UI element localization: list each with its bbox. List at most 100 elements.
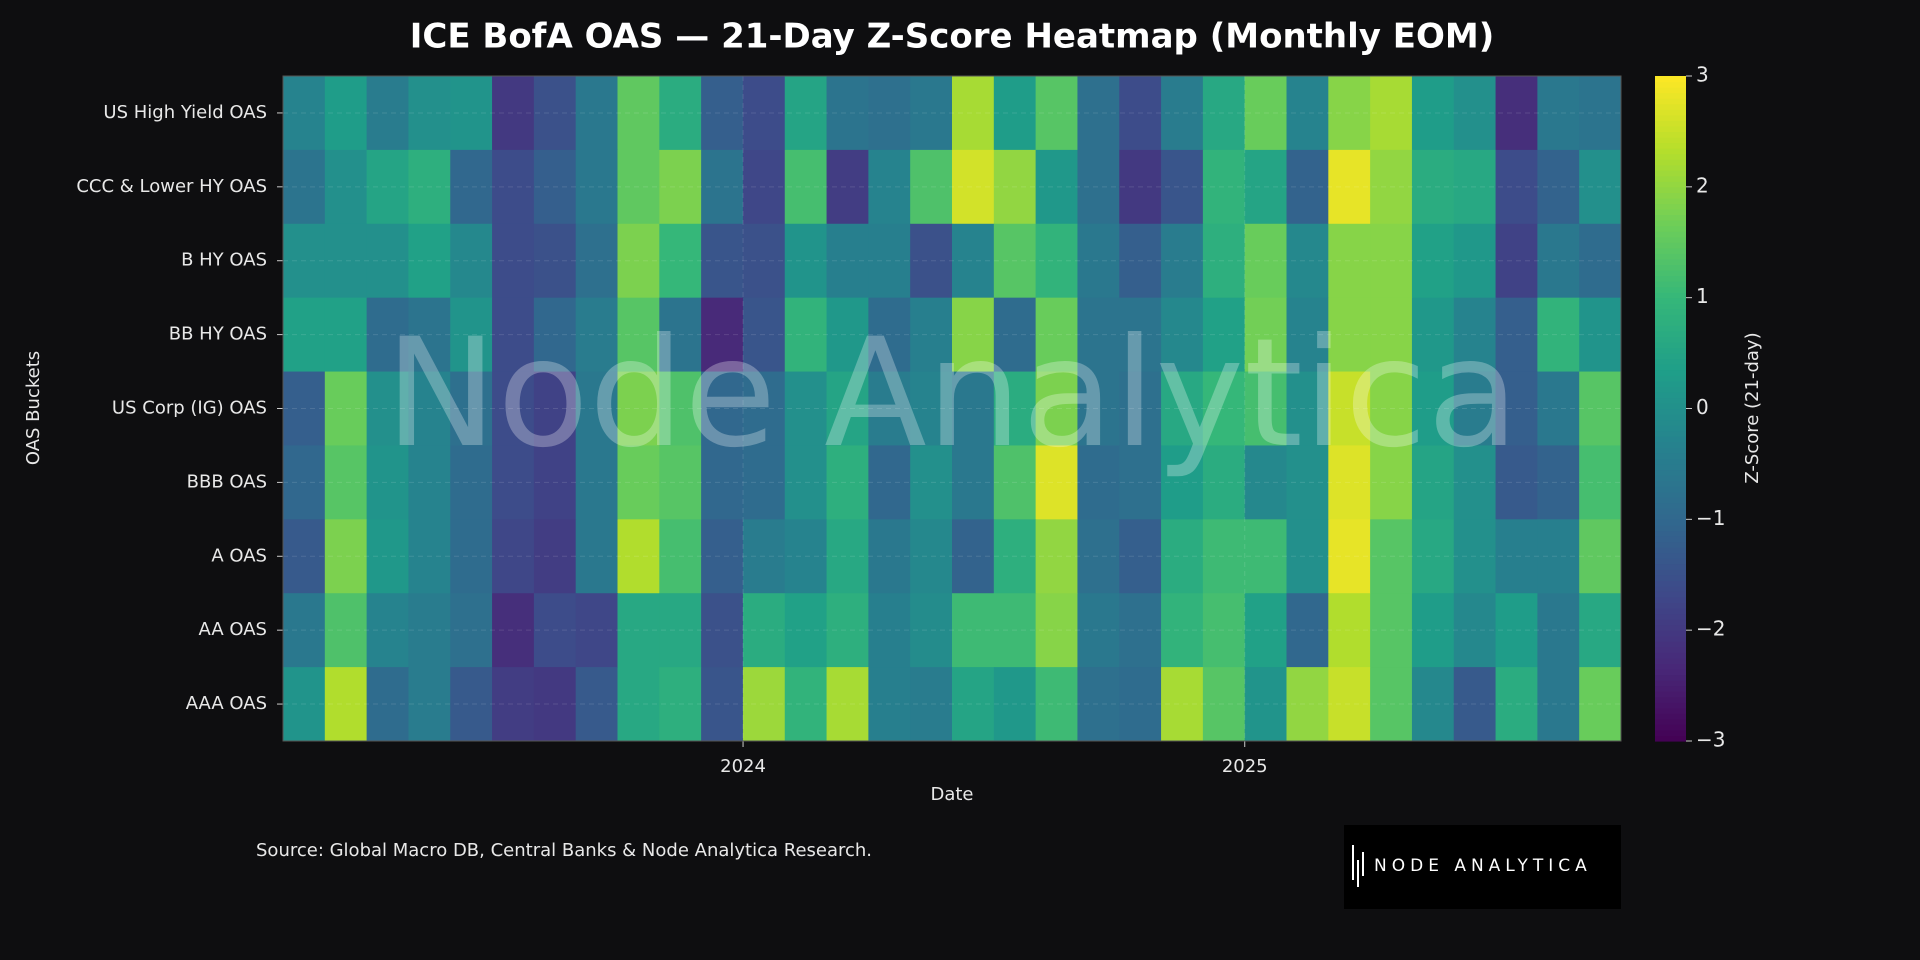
heatmap-cell — [533, 76, 577, 151]
colorbar-segment — [1655, 164, 1686, 171]
heatmap-cell — [1286, 519, 1329, 594]
heatmap-cell — [1244, 149, 1287, 225]
heatmap-cell — [701, 593, 744, 668]
heatmap-cell — [1370, 519, 1413, 594]
heatmap-cell — [952, 223, 995, 299]
colorbar-tick-label: 0 — [1696, 395, 1709, 419]
heatmap-cell — [1328, 223, 1371, 299]
colorbar-segment — [1655, 430, 1686, 437]
colorbar-segment — [1655, 258, 1686, 266]
heatmap-cell — [826, 223, 869, 299]
logo-text: NODE ANALYTICA — [1374, 856, 1592, 876]
colorbar-segment — [1655, 402, 1686, 410]
heatmap-cell — [617, 149, 660, 225]
heatmap-cell — [1077, 297, 1120, 373]
heatmap-cell — [575, 445, 618, 520]
heatmap-cell — [1328, 371, 1371, 446]
colorbar-segment — [1655, 524, 1686, 532]
heatmap-cell — [826, 76, 869, 151]
colorbar-segment — [1655, 148, 1686, 155]
heatmap-cell — [492, 149, 535, 225]
heatmap-cell — [1495, 667, 1538, 742]
colorbar-segment — [1655, 125, 1686, 133]
heatmap-cell — [1411, 519, 1455, 594]
y-tick-label: AAA OAS — [186, 693, 267, 714]
heatmap-cell — [1579, 445, 1622, 520]
colorbar-segment — [1655, 297, 1686, 304]
heatmap-cell — [1244, 76, 1287, 151]
heatmap-cell — [408, 371, 451, 446]
heatmap-cell — [1244, 667, 1287, 742]
heatmap-cell — [1161, 149, 1204, 225]
colorbar-segment — [1655, 109, 1686, 116]
heatmap-cell — [1579, 667, 1622, 742]
heatmap-cell — [659, 593, 702, 668]
heatmap-cell — [993, 76, 1037, 151]
colorbar-segment — [1655, 391, 1686, 399]
heatmap-cell — [283, 76, 326, 151]
heatmap-cell — [617, 371, 660, 446]
heatmap-cell — [1161, 593, 1204, 668]
heatmap-cell — [283, 445, 326, 520]
heatmap-cell — [868, 371, 911, 446]
heatmap-cell — [283, 519, 326, 594]
heatmap-cell — [701, 667, 744, 742]
heatmap-cell — [910, 371, 953, 446]
heatmap-cell — [868, 445, 911, 520]
heatmap-cell — [784, 371, 828, 446]
heatmap-cell — [826, 519, 869, 594]
y-tick-label: A OAS — [211, 545, 267, 566]
heatmap-cell — [1286, 371, 1329, 446]
heatmap-cell — [283, 223, 326, 299]
y-tick-label: B HY OAS — [181, 250, 267, 271]
heatmap-cell — [701, 149, 744, 225]
colorbar-segment — [1655, 591, 1686, 598]
heatmap-cell — [533, 445, 577, 520]
heatmap-cell — [324, 593, 368, 668]
heatmap-cell — [1035, 149, 1078, 225]
heatmap-cell — [1244, 297, 1287, 373]
heatmap-cell — [1119, 593, 1162, 668]
heatmap-cell — [1077, 223, 1120, 299]
heatmap-cell — [910, 519, 953, 594]
colorbar-segment — [1655, 314, 1686, 321]
heatmap-cell — [617, 593, 660, 668]
heatmap-cell — [1495, 223, 1538, 299]
colorbar-segment — [1655, 347, 1686, 354]
heatmap-cell — [1119, 223, 1162, 299]
heatmap-cell — [533, 297, 577, 373]
heatmap-cell — [575, 223, 618, 299]
heatmap-cell — [1286, 223, 1329, 299]
heatmap-cell — [868, 297, 911, 373]
colorbar-segment — [1655, 530, 1686, 537]
colorbar-segment — [1655, 419, 1686, 426]
colorbar-segment — [1655, 718, 1686, 725]
colorbar-segment — [1655, 585, 1686, 592]
colorbar-segment — [1655, 386, 1686, 393]
heatmap-cell — [910, 667, 953, 742]
heatmap-cell — [1537, 297, 1580, 373]
heatmap-cell — [1411, 371, 1455, 446]
heatmap-cell — [784, 519, 828, 594]
logo-icon — [1352, 845, 1364, 887]
heatmap-cell — [575, 667, 618, 742]
heatmap-cell — [952, 297, 995, 373]
colorbar-segment — [1655, 209, 1686, 216]
colorbar-segment — [1655, 76, 1686, 83]
heatmap-cell — [993, 149, 1037, 225]
heatmap-cell — [533, 371, 577, 446]
heatmap-cell — [910, 445, 953, 520]
heatmap-cell — [1328, 667, 1371, 742]
colorbar-segment — [1655, 630, 1686, 637]
heatmap-cell — [1411, 593, 1455, 668]
heatmap-cell — [1119, 519, 1162, 594]
heatmap-cell — [1202, 667, 1246, 742]
colorbar-segment — [1655, 181, 1686, 188]
heatmap-cell — [1495, 297, 1538, 373]
heatmap-cell — [492, 223, 535, 299]
heatmap-cell — [1286, 667, 1329, 742]
colorbar-segment — [1655, 508, 1686, 515]
colorbar-segment — [1655, 491, 1686, 498]
heatmap-cell — [1035, 593, 1078, 668]
heatmap-cell — [617, 667, 660, 742]
